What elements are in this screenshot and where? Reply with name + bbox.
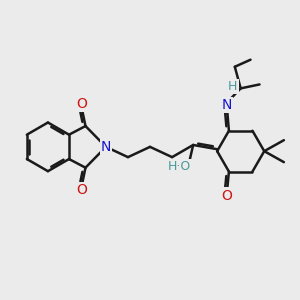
Text: N: N	[101, 140, 111, 154]
Text: O: O	[76, 183, 87, 197]
Text: O: O	[76, 97, 87, 111]
Text: H·O: H·O	[168, 160, 191, 173]
Text: H: H	[228, 80, 238, 93]
Text: N: N	[222, 98, 232, 112]
Text: O: O	[221, 188, 233, 203]
